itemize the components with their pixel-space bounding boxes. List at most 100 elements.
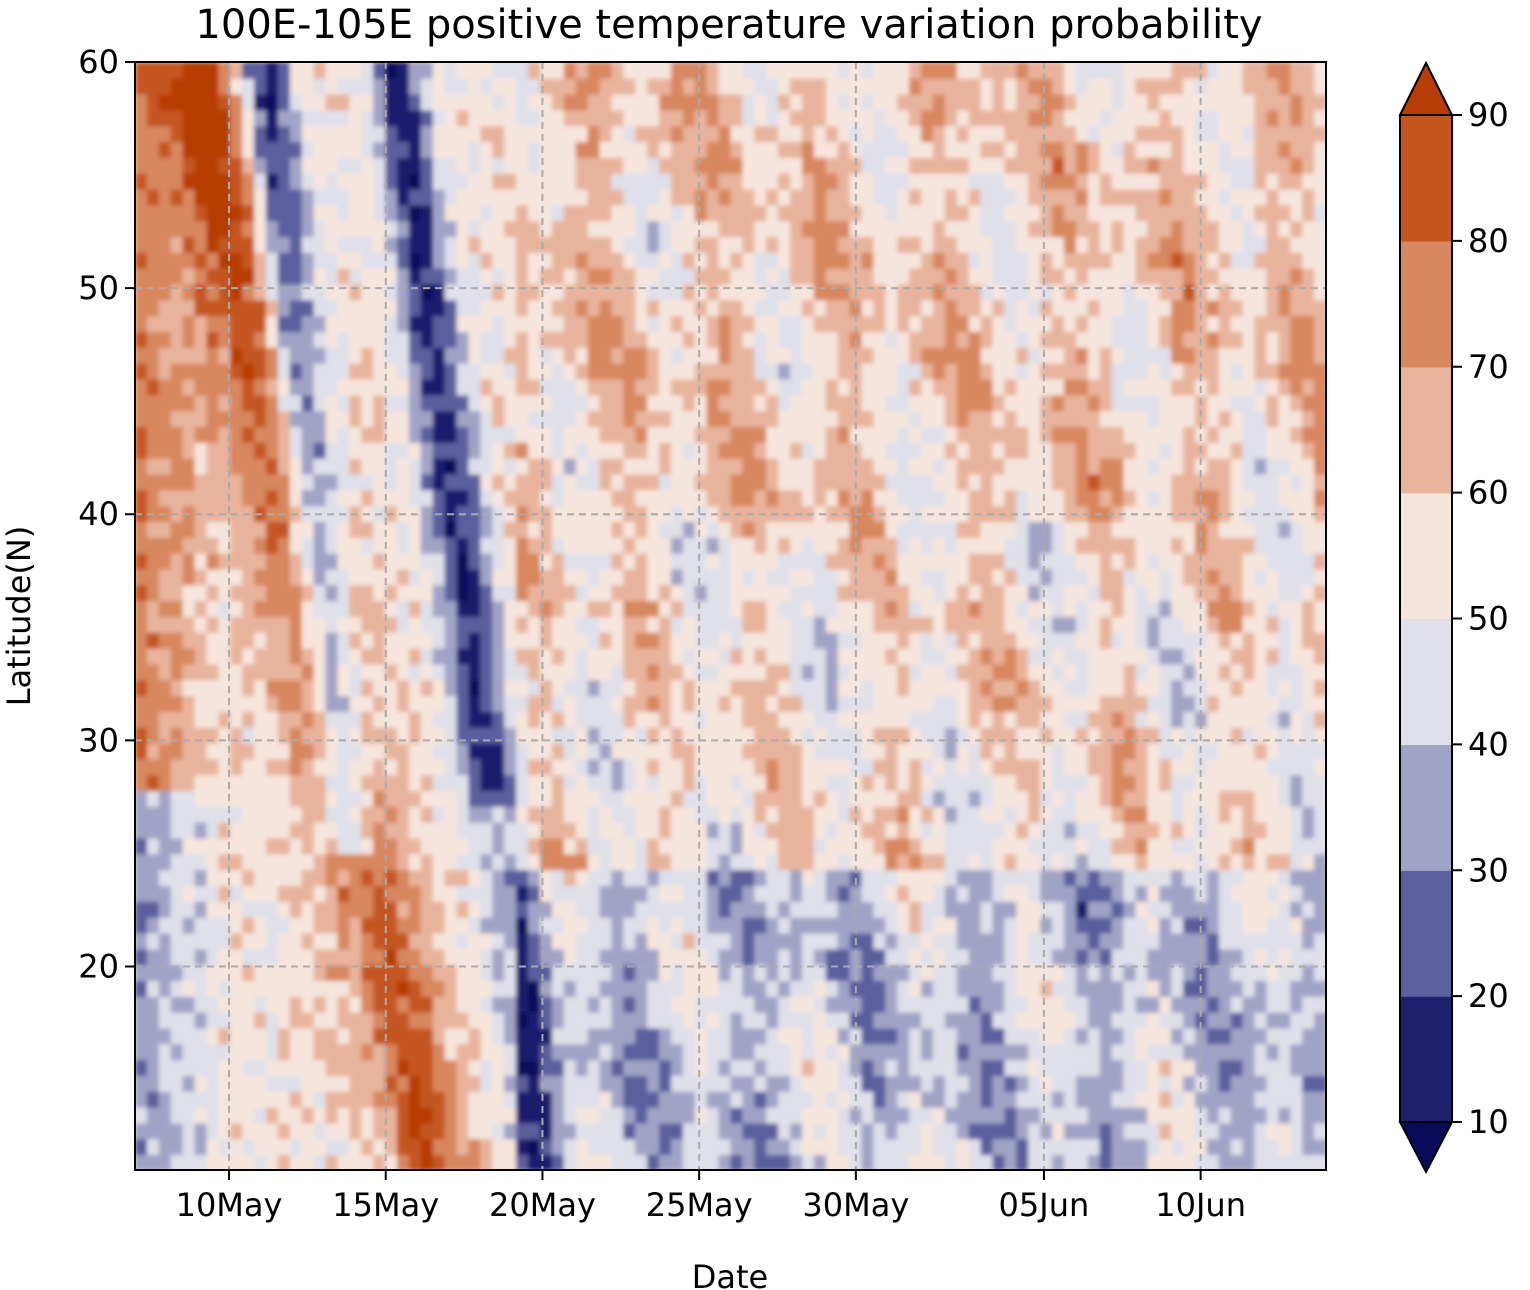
heatmap-cell [361, 742, 375, 760]
heatmap-cell [146, 711, 160, 728]
heatmap-cell [587, 663, 601, 681]
heatmap-cell [647, 869, 660, 887]
heatmap-cell [671, 584, 684, 602]
heatmap-cell [420, 299, 434, 317]
heatmap-cell [825, 663, 839, 681]
heatmap-cell [408, 916, 422, 934]
heatmap-cell [408, 157, 422, 174]
heatmap-cell [825, 742, 839, 760]
heatmap-cell [682, 125, 696, 143]
heatmap-cell [397, 600, 410, 617]
heatmap-cell [277, 109, 291, 127]
heatmap-cell [301, 885, 315, 902]
heatmap-cell [873, 236, 887, 253]
heatmap-cell [861, 552, 875, 570]
heatmap-cell [933, 552, 946, 570]
heatmap-cell [158, 315, 172, 333]
heatmap-cell [528, 1011, 541, 1029]
heatmap-cell [456, 125, 470, 143]
heatmap-cell [468, 647, 482, 665]
heatmap-cell [766, 315, 780, 333]
heatmap-cell [921, 267, 934, 285]
heatmap-cell [921, 552, 934, 570]
heatmap-cell [301, 77, 315, 95]
heatmap-cell [766, 299, 780, 317]
heatmap-cell [468, 93, 482, 111]
heatmap-cell [301, 410, 315, 427]
heatmap-cell [551, 932, 565, 950]
heatmap-cell [611, 299, 625, 317]
heatmap-cell [254, 885, 267, 902]
heatmap-cell [790, 157, 803, 174]
heatmap-cell [230, 1043, 244, 1061]
heatmap-cell [825, 109, 839, 127]
heatmap-cell [968, 489, 982, 507]
heatmap-cell [230, 711, 244, 728]
heatmap-cell [587, 394, 601, 412]
heatmap-cell [694, 948, 708, 966]
heatmap-cell [635, 600, 649, 617]
heatmap-cell [266, 536, 279, 554]
heatmap-cell [337, 647, 351, 665]
heatmap-cell [611, 1122, 625, 1140]
heatmap-cell [861, 378, 875, 396]
heatmap-cell [682, 536, 696, 554]
heatmap-cell [397, 394, 410, 412]
heatmap-cell [682, 948, 696, 966]
heatmap-cell [921, 410, 934, 427]
heatmap-cell [873, 995, 887, 1013]
heatmap-cell [837, 283, 851, 301]
heatmap-cell [146, 600, 160, 617]
heatmap-cell [432, 821, 446, 839]
heatmap-cell [861, 1059, 875, 1076]
heatmap-cell [659, 964, 672, 981]
heatmap-cell [349, 188, 363, 206]
heatmap-cell [956, 853, 970, 871]
heatmap-cell [277, 869, 291, 887]
heatmap-cell [146, 125, 160, 143]
heatmap-cell [885, 236, 899, 253]
heatmap-cell [170, 283, 184, 301]
heatmap-cell [766, 473, 780, 491]
heatmap-cell [682, 679, 696, 697]
heatmap-cell [837, 188, 851, 206]
heatmap-cell [659, 584, 672, 602]
heatmap-cell [492, 900, 506, 918]
heatmap-cell [790, 616, 803, 633]
heatmap-cell [802, 805, 815, 823]
heatmap-cell [694, 600, 708, 617]
heatmap-cell [480, 410, 494, 427]
heatmap-cell [301, 489, 315, 507]
heatmap-cell [146, 251, 160, 269]
heatmap-cell [325, 711, 339, 728]
heatmap-cell [158, 821, 172, 839]
heatmap-cell [420, 109, 434, 127]
heatmap-cell [313, 1011, 327, 1029]
heatmap-cell [242, 932, 256, 950]
heatmap-cell [956, 267, 970, 285]
heatmap-cell [575, 552, 589, 570]
heatmap-cell [373, 394, 387, 412]
heatmap-cell [528, 663, 541, 681]
heatmap-cell [611, 995, 625, 1013]
heatmap-cell [647, 916, 660, 934]
heatmap-cell [563, 568, 577, 586]
heatmap-cell [587, 885, 601, 902]
heatmap-cell [337, 410, 351, 427]
heatmap-cell [837, 1043, 851, 1061]
heatmap-cell [266, 378, 279, 396]
heatmap-cell [921, 885, 934, 902]
heatmap-cell [873, 616, 887, 633]
heatmap-cell [956, 77, 970, 95]
heatmap-cell [790, 410, 803, 427]
heatmap-cell [492, 315, 506, 333]
heatmap-cell [432, 948, 446, 966]
heatmap-cell [647, 283, 660, 301]
heatmap-cell [408, 695, 422, 712]
heatmap-cell [730, 536, 744, 554]
heatmap-cell [968, 900, 982, 918]
heatmap-cell [659, 1090, 672, 1108]
heatmap-cell [599, 964, 613, 981]
heatmap-cell [873, 489, 887, 507]
heatmap-cell [790, 220, 803, 238]
